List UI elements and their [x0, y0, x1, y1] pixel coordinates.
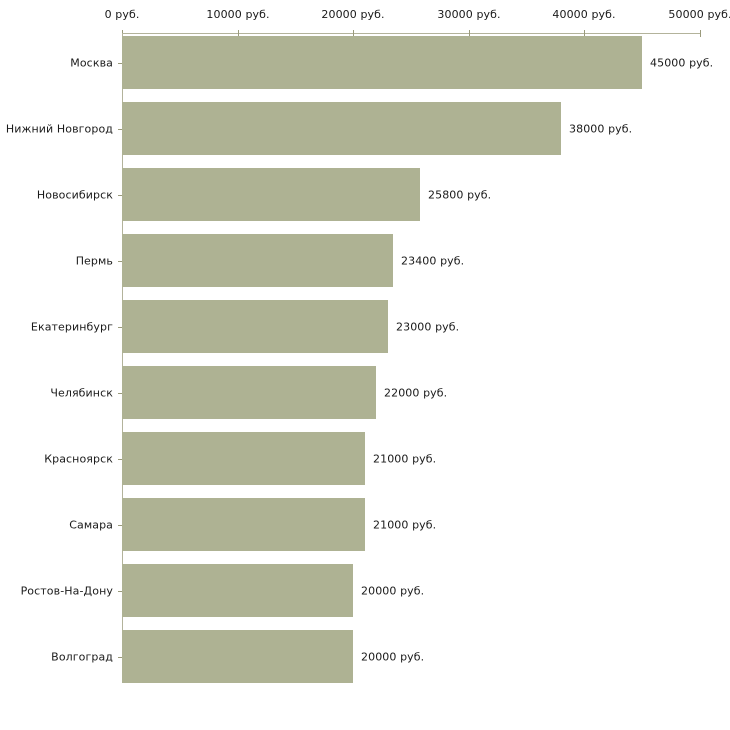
bar [122, 36, 642, 89]
x-axis-tick [700, 30, 701, 37]
x-axis-tick-label: 20000 руб. [321, 8, 385, 21]
bar [122, 102, 561, 155]
x-axis-tick-label: 0 руб. [104, 8, 140, 21]
bar-value-label: 25800 руб. [428, 188, 492, 202]
y-axis-category-label: Красноярск [44, 452, 113, 466]
bar-value-label: 21000 руб. [373, 518, 437, 532]
bar [122, 498, 365, 551]
bar-value-label: 23000 руб. [396, 320, 460, 334]
y-axis-tick [118, 459, 122, 460]
y-axis-tick [118, 261, 122, 262]
x-axis-tick-label: 50000 руб. [668, 8, 730, 21]
y-axis-tick [118, 63, 122, 64]
bar [122, 432, 365, 485]
y-axis-category-label: Челябинск [50, 386, 113, 400]
y-axis-category-label: Екатеринбург [30, 320, 113, 334]
y-axis-tick [118, 525, 122, 526]
bar-value-label: 38000 руб. [569, 122, 633, 136]
y-axis-category-label: Самара [69, 518, 113, 532]
x-axis-tick [353, 30, 354, 37]
y-axis-tick [118, 129, 122, 130]
y-axis-category-label: Волгоград [51, 650, 113, 664]
bar [122, 564, 353, 617]
x-axis-tick [584, 30, 585, 37]
bar-value-label: 20000 руб. [361, 650, 425, 664]
y-axis-line [122, 33, 123, 683]
y-axis-category-label: Новосибирск [36, 188, 113, 202]
x-axis-tick-label: 10000 руб. [206, 8, 270, 21]
bar [122, 234, 393, 287]
y-axis-tick [118, 591, 122, 592]
y-axis-category-label: Нижний Новгород [5, 122, 113, 136]
y-axis-category-label: Ростов-На-Дону [20, 584, 113, 598]
y-axis-tick [118, 195, 122, 196]
bar-value-label: 45000 руб. [650, 56, 714, 70]
bar-value-label: 23400 руб. [401, 254, 465, 268]
y-axis-tick [118, 327, 122, 328]
bar [122, 168, 420, 221]
bar [122, 366, 376, 419]
y-axis-tick [118, 393, 122, 394]
bar-value-label: 21000 руб. [373, 452, 437, 466]
x-axis-tick-label: 30000 руб. [437, 8, 501, 21]
x-axis-tick [238, 30, 239, 37]
bar-value-label: 22000 руб. [384, 386, 448, 400]
x-axis-line [122, 33, 701, 34]
y-axis-category-label: Пермь [75, 254, 113, 268]
y-axis-tick [118, 657, 122, 658]
bar [122, 630, 353, 683]
bar-value-label: 20000 руб. [361, 584, 425, 598]
x-axis-tick-label: 40000 руб. [552, 8, 616, 21]
x-axis-tick [469, 30, 470, 37]
y-axis-category-label: Москва [70, 56, 113, 70]
bar [122, 300, 388, 353]
